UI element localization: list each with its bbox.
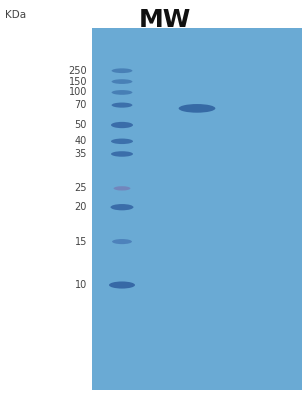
Bar — [92, 28, 302, 390]
Ellipse shape — [179, 104, 215, 113]
Text: 70: 70 — [75, 100, 87, 110]
Text: 40: 40 — [75, 136, 87, 146]
Ellipse shape — [112, 90, 132, 95]
Ellipse shape — [112, 79, 132, 84]
Text: 250: 250 — [68, 66, 87, 76]
Ellipse shape — [111, 139, 133, 144]
Text: 10: 10 — [75, 280, 87, 290]
Ellipse shape — [112, 239, 132, 244]
Text: 50: 50 — [75, 120, 87, 130]
Text: 15: 15 — [75, 236, 87, 247]
Ellipse shape — [111, 122, 133, 128]
Text: 20: 20 — [75, 202, 87, 212]
Ellipse shape — [114, 186, 130, 191]
Ellipse shape — [109, 281, 135, 288]
Ellipse shape — [112, 68, 132, 73]
Ellipse shape — [112, 102, 132, 108]
Text: 25: 25 — [74, 183, 87, 193]
Text: 150: 150 — [69, 76, 87, 87]
Text: MW: MW — [139, 8, 191, 32]
Ellipse shape — [110, 204, 133, 210]
Ellipse shape — [111, 151, 133, 157]
Text: 35: 35 — [75, 149, 87, 159]
Text: 100: 100 — [69, 87, 87, 97]
Text: KDa: KDa — [5, 10, 26, 20]
